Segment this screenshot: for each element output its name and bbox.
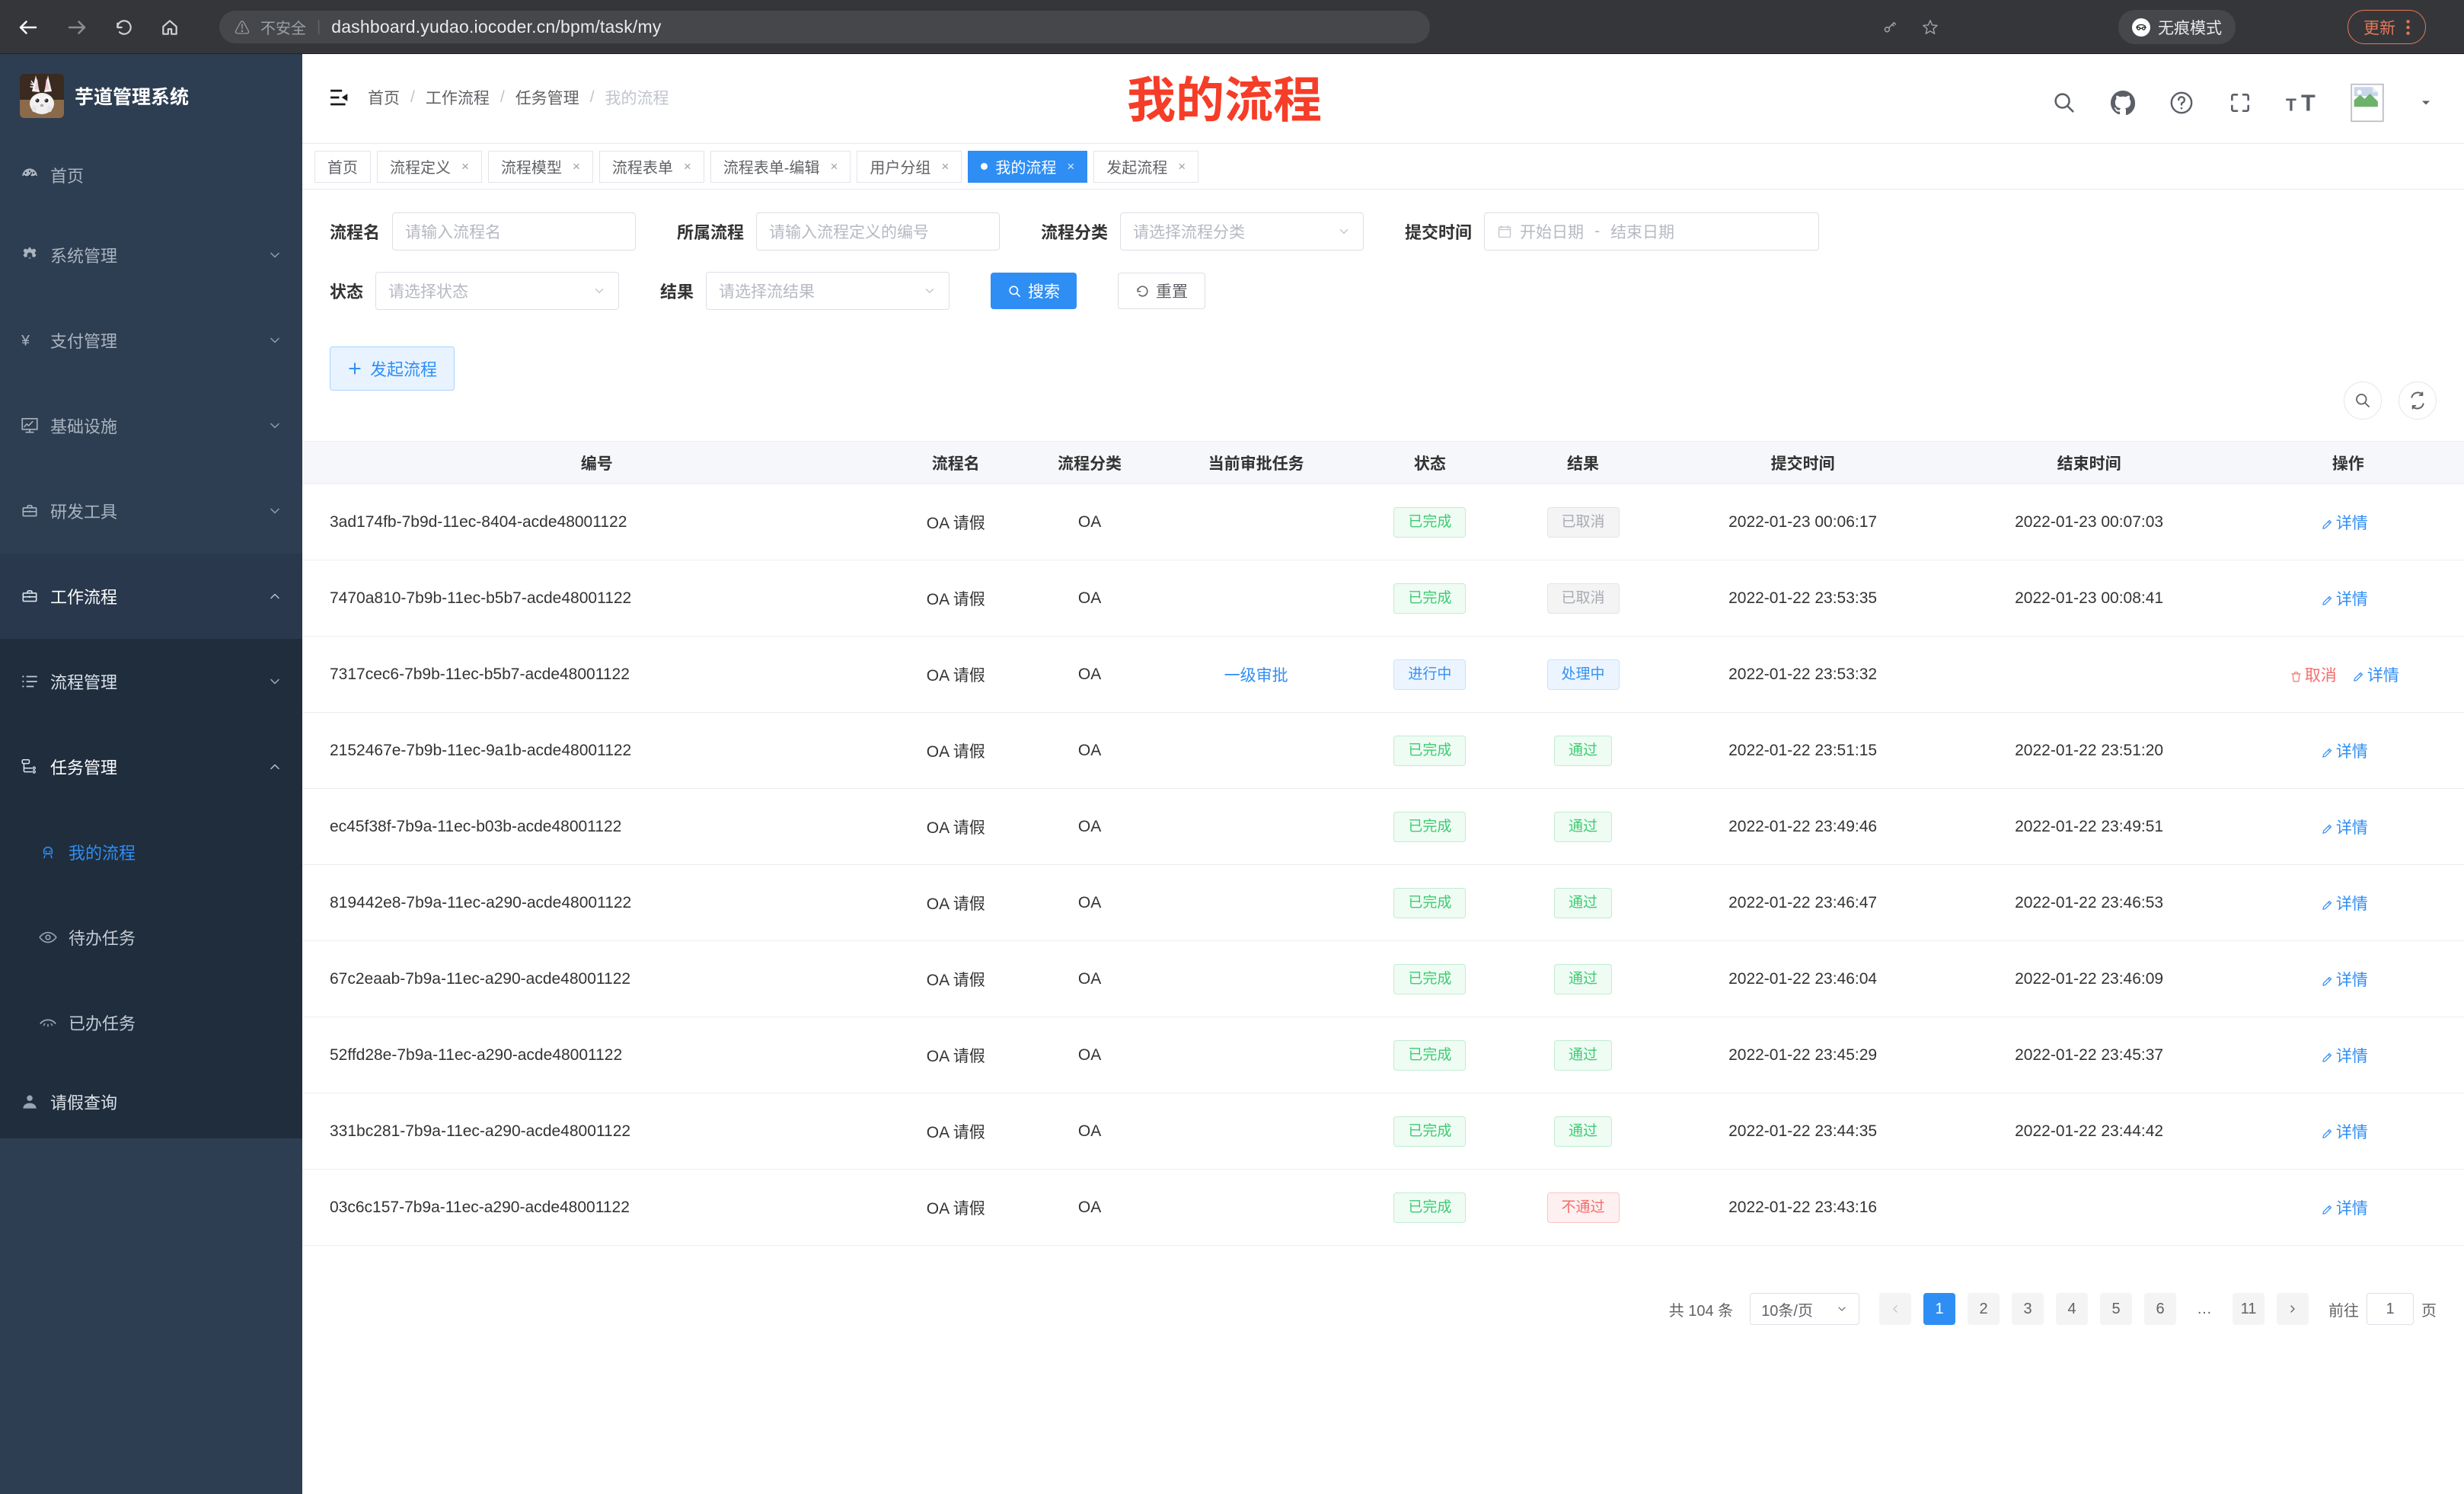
- svg-text:T: T: [2301, 91, 2316, 114]
- svg-text:T: T: [2286, 95, 2296, 114]
- svg-text:¥: ¥: [21, 333, 30, 350]
